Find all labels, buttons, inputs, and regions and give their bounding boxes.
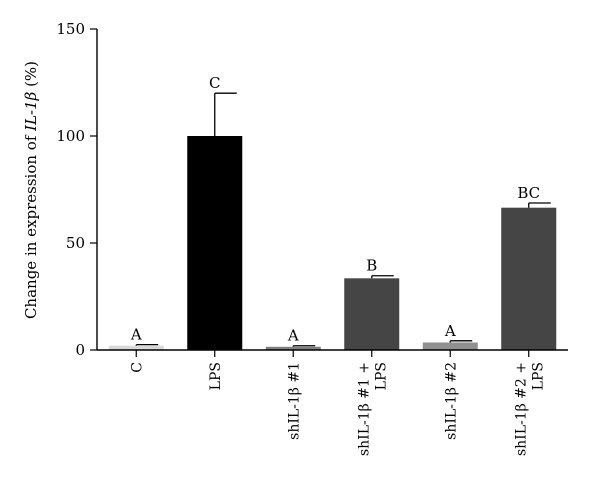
significance-label: A	[444, 322, 456, 340]
significance-label: C	[209, 74, 220, 92]
bar	[501, 207, 557, 350]
y-axis-label-gene: IL-1β	[22, 91, 40, 131]
y-axis-label-suffix: (%)	[22, 61, 40, 92]
x-tick-label: shIL-1β #1 +	[356, 362, 372, 456]
x-tick-label: shIL-1β #1	[286, 362, 302, 440]
y-tick-label: 50	[66, 234, 85, 252]
y-axis-label: Change in expression of IL-1β (%)	[22, 61, 40, 319]
x-tick-label: shIL-1β #2 +	[513, 362, 529, 456]
significance-label: A	[287, 327, 299, 345]
significance-label: A	[130, 326, 142, 344]
bar	[344, 278, 400, 350]
error-bar	[371, 275, 394, 279]
y-tick-label: 150	[56, 20, 85, 38]
bar	[422, 342, 478, 350]
significance-label: BC	[517, 184, 540, 202]
bar	[108, 345, 164, 350]
y-axis: 0 50 100 150	[56, 20, 98, 359]
y-axis-label-prefix: Change in expression of	[22, 131, 40, 319]
x-tick-label: shIL-1β #2	[443, 362, 459, 440]
significance-label: B	[366, 257, 377, 275]
x-axis: C LPS shIL-1β #1 shIL-1β #1 + LPS shIL-1β #2 s…	[97, 349, 568, 456]
x-tick-label: LPS	[208, 362, 224, 390]
x-tick-label: LPS	[530, 362, 546, 390]
bars: A C A B A BC	[108, 74, 557, 350]
error-bar	[528, 202, 551, 208]
error-bar	[449, 340, 473, 343]
y-tick-label: 0	[75, 341, 85, 359]
error-bar	[214, 92, 237, 136]
bar	[187, 136, 243, 350]
x-tick-label: C	[129, 362, 145, 373]
error-bar	[292, 345, 316, 347]
error-bar	[135, 343, 159, 346]
bar	[265, 346, 321, 350]
y-tick-label: 100	[56, 127, 85, 145]
x-tick-label: LPS	[373, 362, 389, 390]
